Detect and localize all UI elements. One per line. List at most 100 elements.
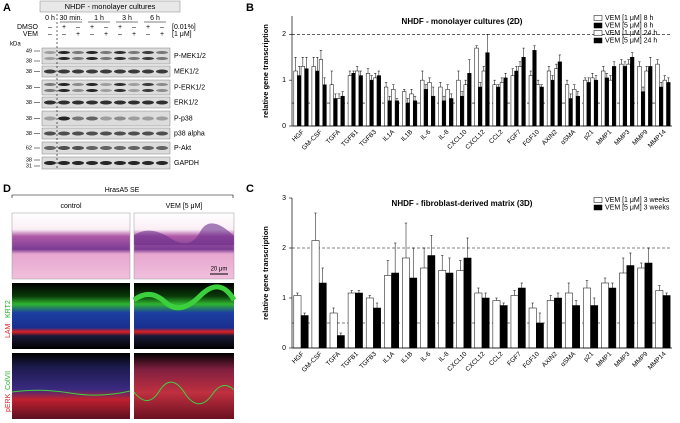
bar: [456, 270, 465, 349]
bar: [572, 89, 577, 127]
x-tick-label: MMP3: [613, 350, 632, 369]
band: [72, 161, 84, 165]
bar: [528, 75, 533, 127]
bar: [405, 102, 410, 127]
band: [58, 83, 70, 86]
bar: [420, 79, 425, 127]
bar: [427, 255, 436, 349]
bar: [564, 292, 573, 349]
bar: [315, 70, 320, 127]
treatment-sign: –: [48, 31, 52, 38]
band: [114, 57, 126, 60]
bar: [637, 267, 646, 349]
band: [58, 116, 70, 121]
bar: [336, 98, 342, 127]
time-label: 1 h: [94, 15, 104, 22]
bar: [590, 77, 595, 127]
time-label: 30 min.: [60, 15, 83, 22]
band: [142, 131, 154, 136]
bar: [499, 82, 504, 127]
histology-title: HrasA5 SE: [105, 187, 140, 194]
marker-label: 38: [26, 100, 32, 106]
bar: [474, 292, 483, 349]
chart-title: NHDF - fibroblast-derived matrix (3D): [392, 199, 533, 208]
if-texture: [11, 389, 131, 396]
bar: [474, 47, 479, 127]
treatment-sign: –: [118, 31, 122, 38]
row-label: KRT2: [5, 300, 12, 318]
bar: [662, 295, 671, 349]
band: [114, 51, 126, 54]
band: [100, 146, 112, 150]
band: [128, 161, 140, 165]
band: [100, 161, 112, 165]
bar: [583, 79, 588, 127]
band: [44, 131, 56, 136]
band: [86, 131, 98, 136]
y-axis-label: relative gene transcription: [261, 226, 270, 320]
band: [128, 83, 140, 86]
bar: [304, 68, 309, 127]
bar: [554, 297, 562, 349]
band: [44, 116, 56, 121]
marker-label: 49: [26, 48, 32, 54]
bar: [608, 287, 617, 349]
bar: [510, 75, 515, 127]
y-tick-label: 3: [282, 195, 286, 202]
bar: [365, 297, 374, 349]
bar: [300, 66, 305, 127]
he-control: [11, 212, 131, 280]
x-tick-label: MMP14: [647, 128, 668, 149]
x-tick-label: TGFB3: [358, 350, 378, 370]
treatment-sign: –: [76, 24, 80, 31]
band: [100, 100, 112, 105]
x-tick-label: HGF: [291, 129, 306, 144]
bar: [619, 63, 624, 127]
band: [86, 116, 98, 121]
band: [128, 146, 140, 150]
blot-title-box: [39, 0, 181, 13]
bar: [438, 270, 447, 349]
bar: [492, 84, 497, 127]
band: [44, 161, 56, 165]
bar: [355, 70, 360, 127]
bar: [496, 86, 501, 127]
band: [72, 116, 84, 121]
x-tick-label: HGF: [291, 351, 306, 366]
bar: [329, 312, 338, 349]
bar: [572, 305, 580, 349]
band: [156, 89, 168, 92]
band: [58, 51, 70, 54]
x-tick-label: IL1A: [382, 128, 397, 143]
bar: [514, 70, 519, 127]
bar: [456, 79, 461, 127]
bar: [546, 70, 552, 127]
if-perk-colvii-control: [12, 353, 130, 419]
band: [156, 69, 168, 74]
treatment-sign: –: [132, 24, 136, 31]
time-label: 3 h: [122, 15, 132, 22]
band: [156, 146, 168, 150]
bar: [644, 262, 653, 349]
legend-swatch: [593, 197, 603, 203]
band: [142, 89, 154, 92]
band: [128, 131, 140, 136]
band: [100, 69, 112, 74]
bar: [648, 66, 653, 127]
treatment-sign: +: [146, 24, 150, 31]
band: [58, 100, 70, 105]
bar: [510, 295, 519, 349]
treatment-sign: –: [104, 24, 108, 31]
band: [156, 51, 168, 54]
bar: [463, 257, 472, 349]
bar: [586, 82, 591, 127]
band: [114, 146, 126, 150]
x-tick-label: TGFB1: [340, 128, 360, 148]
band: [86, 100, 98, 105]
if-texture: [132, 284, 237, 311]
band: [114, 83, 126, 86]
he-vem: [133, 212, 235, 280]
x-tick-label: p21: [583, 350, 596, 363]
x-tick-label: IL-6: [419, 128, 432, 141]
bar: [564, 84, 570, 127]
